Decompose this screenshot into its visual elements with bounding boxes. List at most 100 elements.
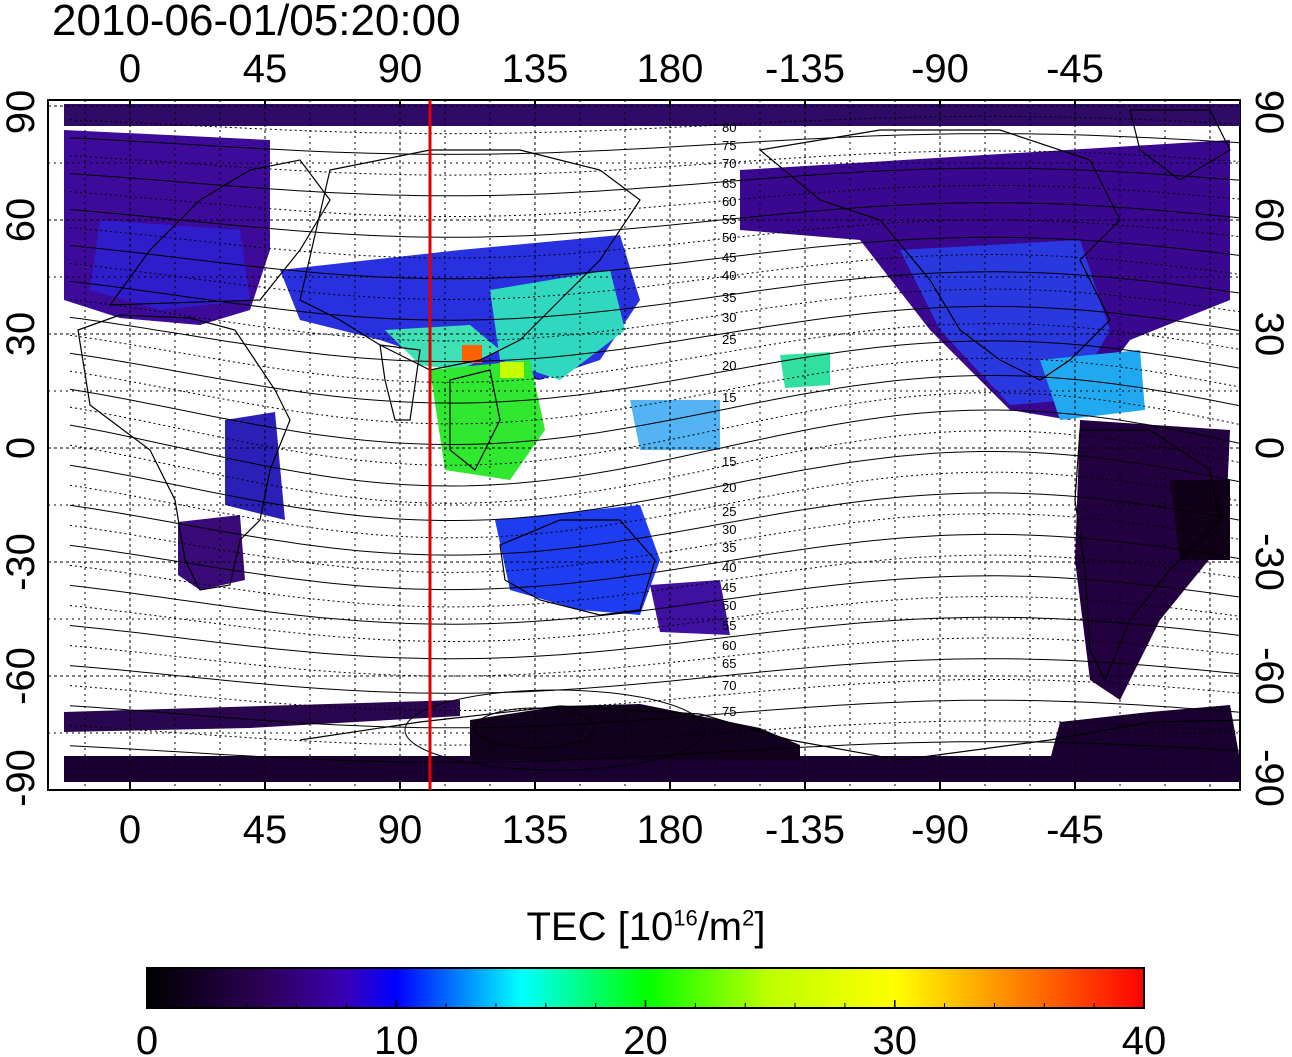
- tec-antarctica-east: [1050, 705, 1240, 760]
- mag-contour-label: 65: [722, 656, 736, 671]
- bottom-lon-tick-label: -90: [911, 808, 969, 852]
- mag-contour-label: 30: [722, 310, 736, 325]
- mag-contour-label: 25: [722, 332, 736, 347]
- colorbar-title-exp1: 16: [673, 905, 698, 931]
- mag-contour: [69, 616, 1240, 660]
- tec-antarctica: [470, 704, 800, 760]
- tec-peak-yellow: [500, 362, 524, 378]
- tec-africa-east: [225, 412, 285, 520]
- tec-se-asia: [430, 360, 545, 480]
- mag-contour-label: 20: [722, 480, 736, 495]
- coast-greenland: [1129, 109, 1231, 181]
- top-lon-tick-label: 0: [119, 47, 141, 91]
- coast-seasia: [449, 369, 501, 471]
- coast-europe: [108, 159, 331, 306]
- mag-contour-label: 55: [722, 618, 736, 633]
- right-lat-tick-label: 90: [1247, 90, 1291, 135]
- top-lon-tick-label: -45: [1046, 47, 1104, 91]
- mag-contour-label: 70: [722, 156, 736, 171]
- colorbar-tick-label: 40: [1122, 1019, 1167, 1057]
- mag-contour-label: 25: [722, 504, 736, 519]
- coast-antarctica: [299, 705, 1240, 761]
- bottom-lon-tick-label: 135: [502, 808, 569, 852]
- bottom-lon-tick-label: 45: [243, 808, 288, 852]
- mag-contour-label: 35: [722, 290, 736, 305]
- right-lat-tick-label: 0: [1247, 437, 1291, 459]
- tec-australia: [495, 505, 660, 615]
- mag-contour: [69, 167, 1240, 197]
- map-title: 2010-06-01/05:20:00: [52, 0, 461, 45]
- mag-contour: [69, 133, 1240, 155]
- mag-contour: [69, 637, 1240, 677]
- mag-contour-label: 65: [722, 176, 736, 191]
- top-lon-tick-label: -135: [765, 47, 845, 91]
- mag-contour-oval: [404, 689, 706, 771]
- mag-contour-label: 50: [722, 598, 736, 613]
- tec-nz: [650, 580, 730, 635]
- mag-contour: [69, 150, 1240, 176]
- mag-contour: [69, 357, 1240, 425]
- mag-contour: [69, 471, 1240, 539]
- mag-contour: [69, 305, 1240, 363]
- colorbar-tick-label: 10: [374, 1019, 419, 1057]
- tec-europe-blue: [90, 220, 250, 310]
- coast-asia: [299, 149, 641, 371]
- top-lon-tick-label: -90: [911, 47, 969, 91]
- bottom-lon-tick-label: -135: [765, 808, 845, 852]
- mag-contour-label: 45: [722, 580, 736, 595]
- mag-contour: [69, 340, 1240, 404]
- colorbar-title: TEC [1016/m2]: [0, 905, 1292, 950]
- right-lat-tick-label: 30: [1247, 312, 1291, 357]
- bottom-lon-tick-label: 90: [378, 808, 423, 852]
- coast-samerica: [1074, 429, 1221, 682]
- mag-contour-label: 40: [722, 268, 736, 283]
- mag-contour: [69, 451, 1240, 521]
- tec-south-america-east: [1170, 480, 1230, 560]
- mag-contour-label: 55: [722, 212, 736, 227]
- mag-contour: [69, 658, 1240, 694]
- mag-contour: [69, 236, 1240, 280]
- mag-contour-oval: [474, 707, 596, 749]
- mag-contour: [69, 699, 1240, 729]
- mag-contour: [69, 575, 1240, 625]
- tec-band-north: [64, 104, 1240, 126]
- left-lat-tick-label: -90: [0, 749, 43, 807]
- top-lon-tick-label: 90: [378, 47, 423, 91]
- coast-africa: [77, 314, 291, 591]
- mag-contour-label: 35: [722, 540, 736, 555]
- mag-contour: [69, 492, 1240, 556]
- bottom-lon-tick-label: 0: [119, 808, 141, 852]
- left-lat-tick-label: -30: [0, 533, 43, 591]
- colorbar-ticks: 0 10 20 30 40: [136, 1000, 1166, 1057]
- mag-contour-label: 60: [722, 638, 736, 653]
- left-lat-tick-label: -60: [0, 647, 43, 705]
- mag-contour: [69, 185, 1240, 217]
- mag-contour: [69, 202, 1240, 238]
- mag-contour-label: 40: [722, 560, 736, 575]
- right-lat-tick-label: -60: [1247, 647, 1291, 705]
- mag-contour: [69, 741, 1240, 763]
- bottom-lon-tick-label: 180: [637, 808, 704, 852]
- map-axes: 80 75 70 65 60 55 50 45 40 35 30 25 20 15 15 20 25 30 35 40…: [0, 47, 1291, 852]
- mag-contour-label: 75: [722, 704, 736, 719]
- tec-africa-south: [178, 515, 245, 590]
- colorbar-title-unit: /m: [697, 905, 743, 949]
- mag-contour-label: 15: [722, 390, 736, 405]
- mag-contour: [69, 219, 1240, 259]
- mag-contour-label: 70: [722, 678, 736, 693]
- mag-contour: [69, 430, 1240, 504]
- mag-contour-label: 20: [722, 358, 736, 373]
- coastlines: [77, 109, 1240, 761]
- left-lat-tick-label: 60: [0, 198, 43, 243]
- mag-contour-label: 30: [722, 522, 736, 537]
- left-lat-tick-label: 30: [0, 312, 43, 357]
- coast-australia: [499, 519, 656, 616]
- colorbar: [146, 967, 1145, 1009]
- mag-contour: [69, 679, 1240, 711]
- colorbar-title-exp2: 2: [742, 905, 755, 931]
- left-lat-tick-label: 90: [0, 90, 43, 135]
- mag-contour-label: 60: [722, 194, 736, 209]
- right-lat-tick-label: 60: [1247, 198, 1291, 243]
- mag-contour-label: 80: [722, 120, 736, 135]
- colorbar-tick-label: 30: [873, 1019, 918, 1057]
